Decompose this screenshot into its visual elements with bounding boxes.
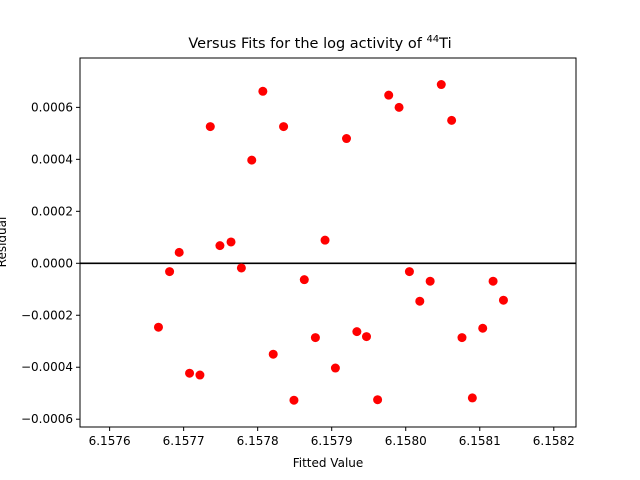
- data-point: [185, 368, 195, 378]
- data-point: [384, 90, 394, 100]
- x-tick-label: 6.1576: [89, 434, 131, 448]
- data-point: [457, 333, 467, 343]
- data-point: [174, 247, 184, 257]
- data-point: [205, 122, 215, 132]
- y-tick-label: 0.0000: [31, 256, 73, 270]
- data-point: [478, 323, 488, 333]
- data-point: [373, 395, 383, 405]
- data-point: [330, 363, 340, 373]
- data-point: [279, 122, 289, 132]
- data-point: [320, 235, 330, 245]
- data-point: [299, 275, 309, 285]
- data-point: [258, 86, 268, 96]
- x-tick-label: 6.1582: [533, 434, 575, 448]
- data-point: [247, 155, 257, 165]
- data-point: [436, 80, 446, 90]
- data-point: [268, 349, 278, 359]
- y-axis-ticks: −0.0006 −0.0004 −0.0002 0.0000 0.0002 0.0004 0…: [21, 100, 80, 426]
- data-point: [165, 267, 175, 277]
- x-tick-label: 6.1579: [311, 434, 353, 448]
- data-point: [153, 322, 163, 332]
- data-point: [362, 332, 371, 342]
- y-tick-label: 0.0004: [31, 152, 73, 166]
- x-axis-ticks: 6.1576 6.1577 6.1578 6.1579 6.1580 6.1581 6.15…: [89, 427, 575, 448]
- data-point: [226, 237, 236, 247]
- data-point: [289, 395, 299, 405]
- y-axis-label: Residual: [0, 217, 9, 268]
- x-axis-label: Fitted Value: [293, 456, 364, 470]
- plot-frame: [79, 57, 577, 428]
- x-tick-label: 6.1578: [237, 434, 279, 448]
- data-point: [488, 276, 498, 286]
- data-point: [236, 263, 246, 273]
- data-point: [498, 295, 508, 305]
- data-point: [394, 102, 404, 112]
- x-tick-label: 6.1580: [385, 434, 427, 448]
- data-point: [215, 241, 225, 251]
- data-point: [195, 370, 205, 380]
- data-points: [153, 80, 508, 405]
- data-point: [447, 115, 457, 125]
- y-tick-label: 0.0002: [31, 204, 73, 218]
- y-tick-label: −0.0006: [21, 412, 73, 426]
- data-point: [342, 134, 352, 144]
- x-tick-label: 6.1581: [459, 434, 501, 448]
- data-point: [352, 327, 362, 337]
- x-tick-label: 6.1577: [163, 434, 205, 448]
- data-point: [425, 276, 435, 286]
- y-tick-label: −0.0002: [21, 308, 73, 322]
- y-tick-label: −0.0004: [21, 360, 73, 374]
- data-point: [310, 333, 320, 343]
- data-point: [415, 296, 425, 306]
- y-tick-label: 0.0006: [31, 100, 73, 114]
- chart-title: Versus Fits for the log activity of 44Ti: [188, 34, 451, 52]
- data-point: [467, 393, 477, 403]
- data-point: [404, 267, 414, 277]
